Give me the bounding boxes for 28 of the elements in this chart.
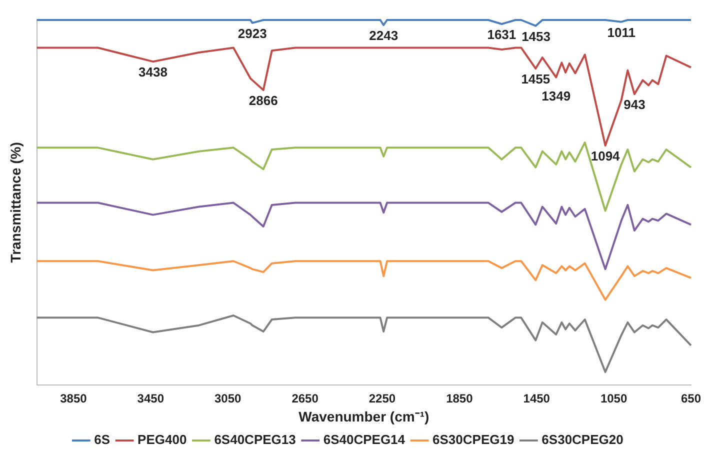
legend-label: 6S40CPEG13 xyxy=(214,432,296,448)
x-tick-label: 3050 xyxy=(214,391,242,406)
annotation: 1453 xyxy=(522,28,550,44)
annotation: 1349 xyxy=(542,88,571,104)
x-tick-label: 650 xyxy=(680,391,702,406)
legend-label: 6S40CPEG14 xyxy=(323,432,406,448)
x-tick-label: 3850 xyxy=(60,391,88,406)
x-tick-label: 1050 xyxy=(600,391,628,406)
y-axis-title: Transmittance (%) xyxy=(7,142,24,263)
legend-label: 6S30CPEG20 xyxy=(542,432,624,448)
legend-label: 6S30CPEG19 xyxy=(432,432,514,448)
x-tick-label: 1850 xyxy=(446,391,474,406)
legend-label: 6S xyxy=(94,432,110,448)
x-axis-title: Wavenumber (cm⁻¹) xyxy=(298,408,430,424)
annotation: 3438 xyxy=(138,64,168,80)
annotation: 1011 xyxy=(607,24,636,40)
annotation: 2243 xyxy=(369,28,398,44)
annotation: 1455 xyxy=(521,72,550,87)
annotation: 1631 xyxy=(487,27,516,42)
legend-label: PEG400 xyxy=(138,432,187,448)
annotation: 2923 xyxy=(238,26,267,41)
annotation: 2866 xyxy=(248,93,278,108)
x-tick-label: 2650 xyxy=(292,391,319,406)
annotation: 1094 xyxy=(590,148,621,164)
x-tick-label: 3450 xyxy=(137,391,164,406)
x-tick-label: 1450 xyxy=(523,391,550,406)
annotation: 943 xyxy=(624,97,646,112)
x-tick-label: 2250 xyxy=(368,391,396,406)
